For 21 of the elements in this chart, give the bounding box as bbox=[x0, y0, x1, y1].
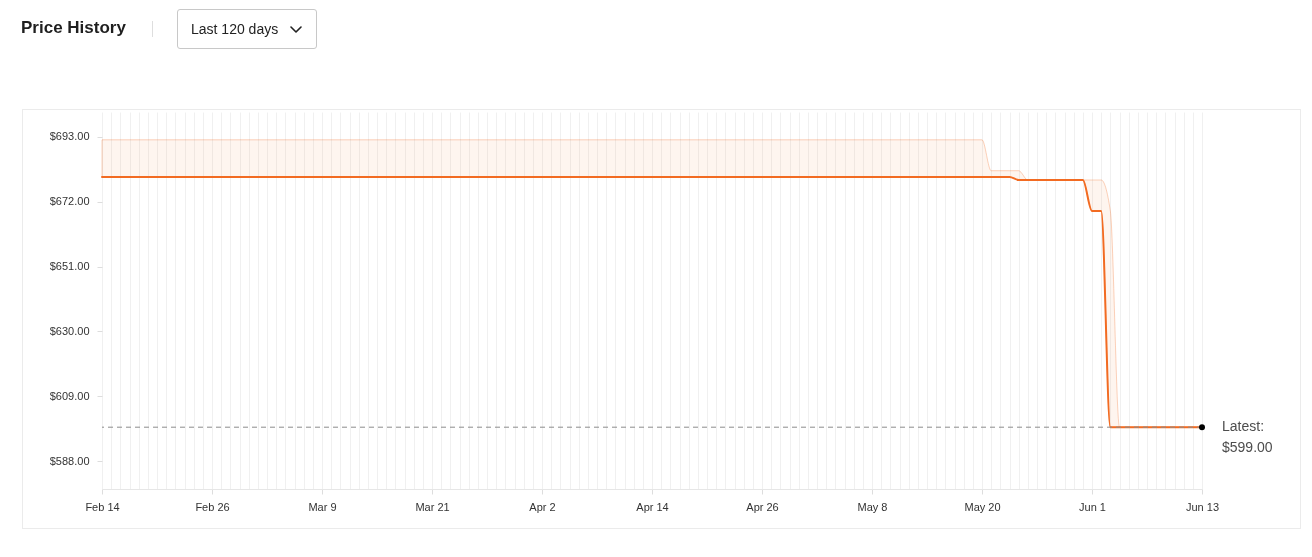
y-tick-label: $630.00 bbox=[49, 324, 90, 337]
x-tick-label: Mar 9 bbox=[308, 500, 337, 513]
y-tick-label: $672.00 bbox=[49, 195, 90, 208]
ref-line-label: Latest: $599.00 bbox=[1222, 418, 1273, 456]
x-tick-label: Apr 14 bbox=[636, 500, 669, 513]
x-tick-label: Jun 13 bbox=[1185, 500, 1220, 513]
y-tick-label: $609.00 bbox=[49, 389, 90, 402]
x-tick-label: Feb 14 bbox=[85, 500, 120, 513]
x-tick-label: Apr 2 bbox=[529, 500, 556, 513]
x-tick-label: Jun 1 bbox=[1079, 500, 1106, 513]
x-tick-label: Apr 26 bbox=[746, 500, 779, 513]
y-tick-label: $651.00 bbox=[49, 260, 90, 273]
y-tick-label: $588.00 bbox=[49, 454, 90, 467]
chart-subtitle: Last 120 days bbox=[191, 20, 279, 39]
x-tick-label: May 8 bbox=[857, 500, 888, 513]
x-tick-label: May 20 bbox=[964, 500, 1001, 513]
x-tick-label: Mar 21 bbox=[415, 500, 450, 513]
dropdown: Last 120 days bbox=[177, 9, 317, 49]
chart-title: Price History bbox=[21, 17, 126, 39]
x-tick-label: Feb 26 bbox=[195, 500, 230, 513]
y-tick-label: $693.00 bbox=[49, 130, 90, 143]
